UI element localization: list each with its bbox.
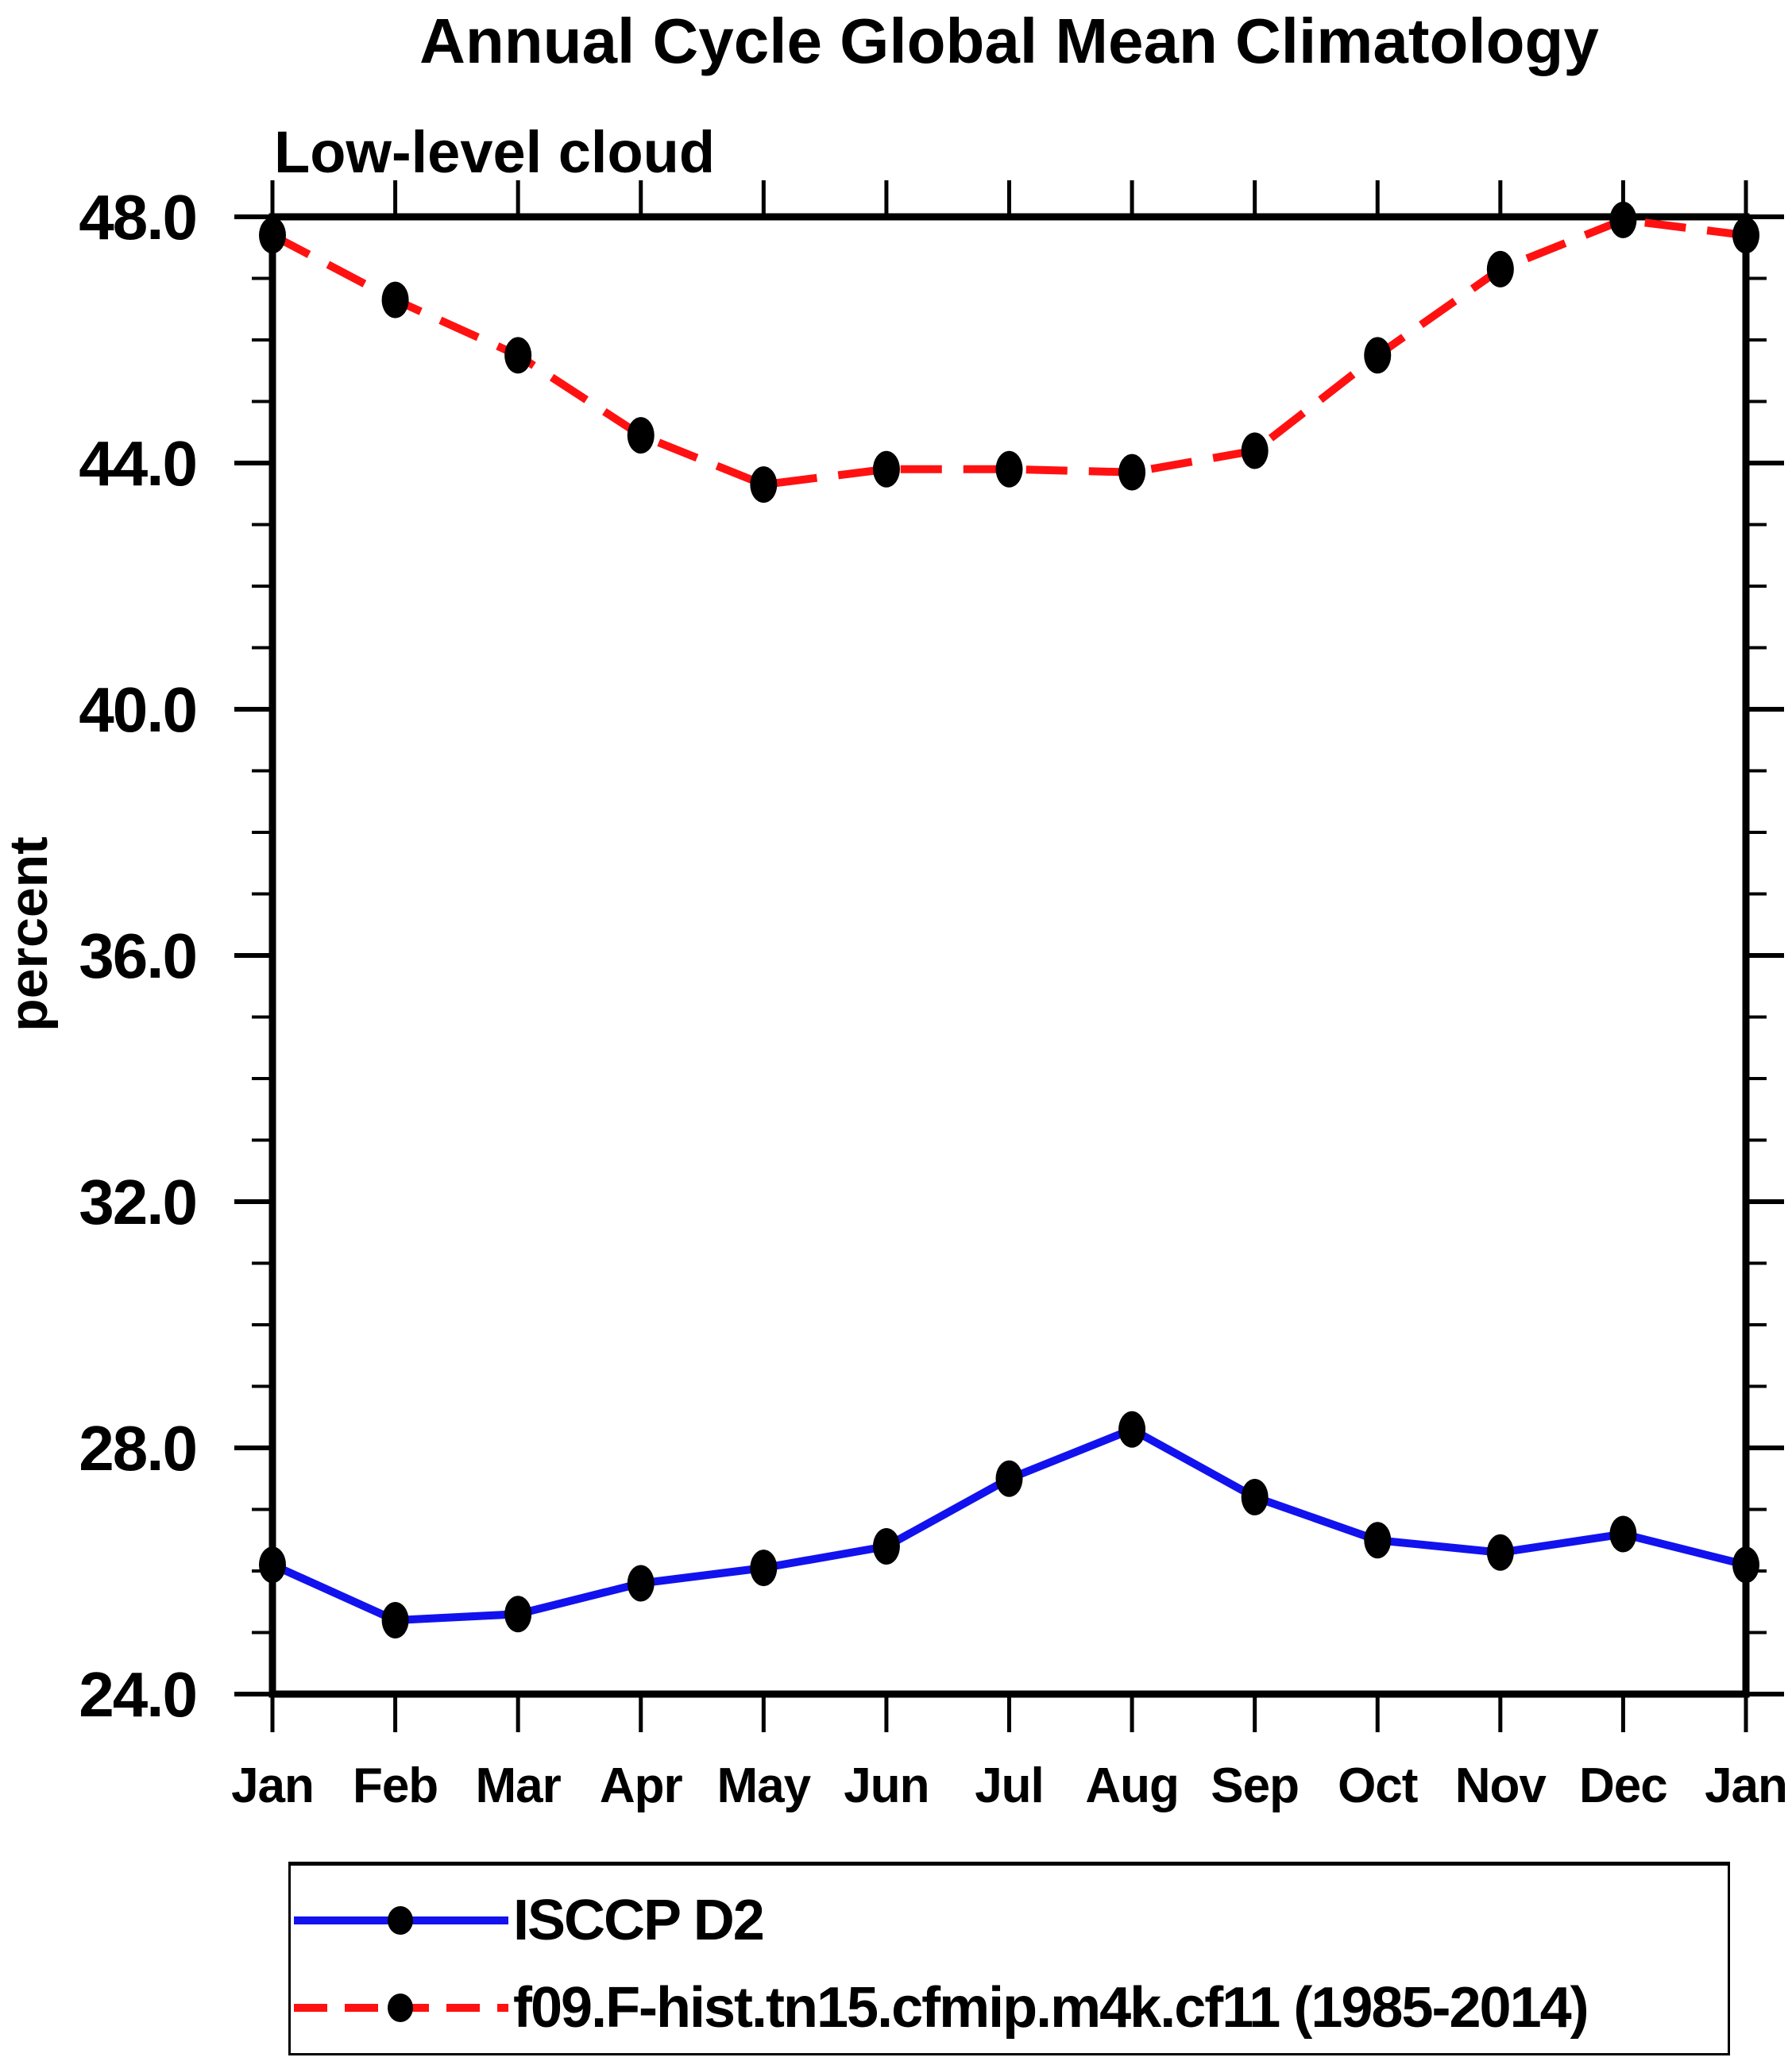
- data-point-marker: [1486, 250, 1514, 288]
- data-point-marker: [1364, 1522, 1392, 1559]
- data-point-marker: [1241, 432, 1269, 469]
- x-tick-label: Nov: [1455, 1758, 1547, 1813]
- data-point-marker: [1609, 201, 1637, 238]
- data-point-marker: [627, 417, 655, 454]
- series-line-isccp-d2: [270, 1425, 1748, 1624]
- data-point-marker: [995, 450, 1023, 488]
- y-tick-label: 40.0: [79, 674, 196, 745]
- data-point-marker: [750, 466, 778, 504]
- legend-marker-dot-icon: [388, 1994, 413, 2022]
- y-tick-label: 24.0: [79, 1659, 196, 1730]
- x-tick-label: Jan: [231, 1758, 314, 1813]
- legend-marker-dot-icon: [388, 1906, 413, 1935]
- legend-solid-line-icon: [294, 1906, 508, 1935]
- data-point-marker: [1241, 1479, 1269, 1515]
- data-point-marker: [872, 1528, 900, 1565]
- x-tick-label: Jul: [975, 1758, 1044, 1813]
- data-point-marker: [750, 1550, 778, 1587]
- data-point-marker: [1118, 1411, 1146, 1448]
- x-tick-label: Jan: [1705, 1758, 1787, 1813]
- y-tick-label: 48.0: [79, 182, 196, 253]
- chart-title: Annual Cycle Global Mean Climatology: [419, 6, 1599, 76]
- x-tick-label: Sep: [1211, 1758, 1299, 1813]
- data-point-marker: [1364, 337, 1392, 374]
- y-tick-label: 36.0: [79, 921, 196, 991]
- data-point-marker: [1732, 1546, 1759, 1584]
- y-tick-label: 28.0: [79, 1413, 196, 1484]
- x-tick-label: Jun: [844, 1758, 929, 1813]
- data-point-marker: [381, 1602, 409, 1638]
- x-tick-label: May: [717, 1758, 812, 1813]
- x-tick-label: Oct: [1338, 1758, 1418, 1813]
- data-point-marker: [259, 1546, 286, 1584]
- data-point-marker: [504, 337, 532, 374]
- y-tick-label: 44.0: [79, 428, 196, 499]
- x-tick-label: Mar: [476, 1758, 562, 1813]
- legend-label-f09: f09.F-hist.tn15.cfmip.m4k.cf11 (1985-201…: [513, 1976, 1589, 2040]
- data-point-marker: [872, 450, 900, 488]
- legend-item-isccp: ISCCP D2: [294, 1885, 765, 1956]
- x-tick-label: Dec: [1579, 1758, 1667, 1813]
- legend-dashed-line-icon: [294, 1994, 508, 2022]
- data-point-marker: [259, 217, 286, 254]
- data-point-marker: [1609, 1515, 1637, 1553]
- data-point-marker: [1118, 454, 1146, 491]
- x-tick-label: Apr: [600, 1758, 683, 1813]
- data-point-marker: [995, 1460, 1023, 1497]
- legend-item-f09: f09.F-hist.tn15.cfmip.m4k.cf11 (1985-201…: [294, 1972, 1589, 2044]
- data-point-marker: [1732, 217, 1759, 254]
- legend-label-isccp: ISCCP D2: [513, 1889, 765, 1952]
- x-tick-label: Aug: [1085, 1758, 1179, 1813]
- chart-subtitle: Low-level cloud: [274, 119, 716, 185]
- data-point-marker: [504, 1596, 532, 1633]
- data-point-marker: [1486, 1534, 1514, 1571]
- legend-box: ISCCP D2 f09.F-hist.tn15.cfmip.m4k.cf11 …: [288, 1862, 1730, 2055]
- y-axis-title: percent: [0, 836, 59, 1032]
- x-tick-label: Feb: [353, 1758, 438, 1813]
- data-point-marker: [627, 1565, 655, 1602]
- y-tick-label: 32.0: [79, 1167, 196, 1237]
- series-line-f09-model: [270, 215, 1747, 489]
- data-point-marker: [381, 281, 409, 318]
